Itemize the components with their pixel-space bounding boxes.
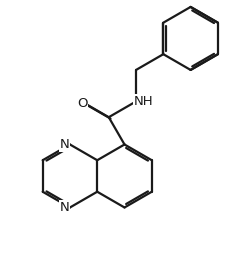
- Text: NH: NH: [133, 95, 152, 108]
- Text: O: O: [77, 97, 87, 110]
- Text: N: N: [59, 138, 69, 151]
- Text: N: N: [59, 201, 69, 214]
